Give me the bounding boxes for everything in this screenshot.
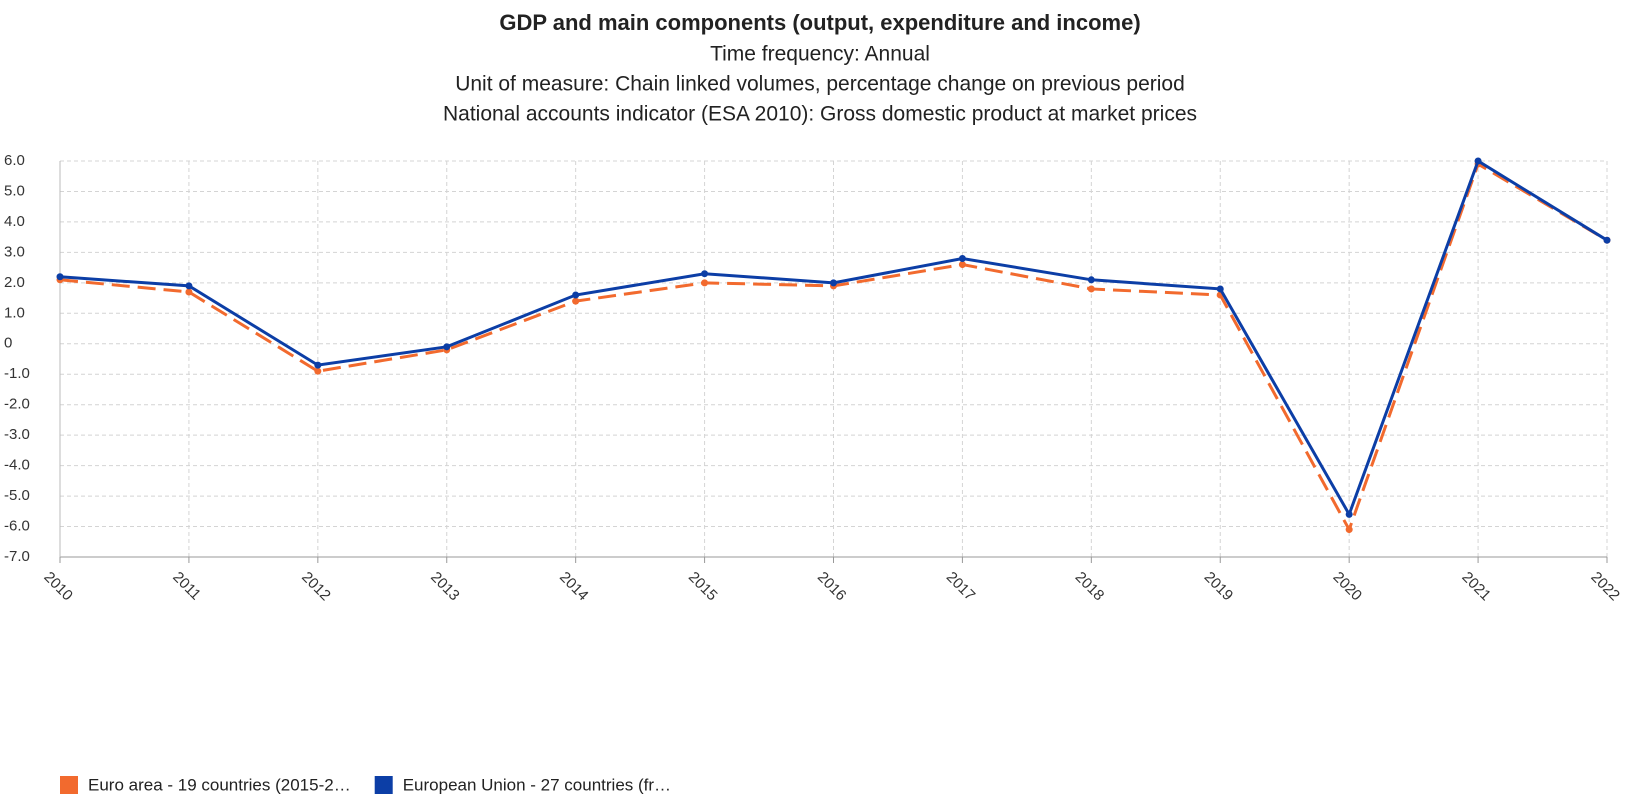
y-tick-label: 0 [4, 335, 12, 352]
y-tick-label: -7.0 [4, 548, 30, 565]
x-tick-label: 2016 [814, 569, 850, 605]
point [572, 291, 580, 299]
x-tick-label: 2010 [40, 569, 76, 605]
y-tick-label: 3.0 [4, 243, 25, 260]
y-tick-label: 4.0 [4, 213, 25, 230]
chart-title: GDP and main components (output, expendi… [499, 10, 1140, 35]
point [1216, 285, 1224, 293]
x-tick-label: 2018 [1072, 569, 1108, 605]
chart-subtitle: National accounts indicator (ESA 2010): … [443, 103, 1197, 126]
y-tick-label: -6.0 [4, 518, 30, 535]
x-tick-label: 2011 [169, 569, 204, 604]
y-tick-label: -5.0 [4, 487, 30, 504]
point [1087, 276, 1095, 284]
point [1603, 236, 1611, 244]
y-tick-label: -3.0 [4, 426, 30, 443]
x-tick-label: 2022 [1587, 569, 1623, 605]
point [185, 282, 193, 290]
x-tick-label: 2017 [943, 569, 979, 605]
y-tick-label: 6.0 [4, 152, 25, 169]
point [830, 279, 837, 287]
legend-swatch [374, 776, 393, 794]
point [1345, 526, 1353, 534]
point [56, 273, 64, 281]
point [572, 297, 580, 305]
y-tick-label: 5.0 [4, 182, 25, 199]
x-tick-label: 2021 [1458, 569, 1494, 605]
point [314, 361, 322, 369]
chart-subtitle: Unit of measure: Chain linked volumes, p… [455, 73, 1185, 96]
legend-label: European Union - 27 countries (fr… [403, 775, 671, 794]
point [185, 288, 193, 296]
chart-subtitle: Time frequency: Annual [710, 43, 930, 66]
point [1474, 157, 1482, 165]
y-tick-label: 2.0 [4, 274, 25, 291]
point [1087, 285, 1095, 293]
x-tick-label: 2019 [1201, 569, 1237, 605]
point [958, 261, 966, 269]
point [958, 254, 966, 262]
x-tick-label: 2012 [298, 569, 334, 605]
x-tick-label: 2020 [1330, 569, 1366, 605]
point [1345, 510, 1353, 518]
point [314, 367, 322, 375]
y-tick-label: 1.0 [4, 304, 25, 321]
y-tick-label: -1.0 [4, 365, 30, 382]
y-tick-label: -2.0 [4, 396, 30, 413]
point [443, 343, 451, 351]
x-tick-label: 2014 [556, 569, 592, 605]
x-tick-label: 2013 [427, 569, 463, 605]
point [701, 279, 709, 287]
y-tick-label: -4.0 [4, 457, 30, 474]
x-tick-label: 2015 [685, 569, 721, 605]
point [701, 270, 709, 278]
legend-label: Euro area - 19 countries (2015-2… [88, 775, 351, 794]
legend-swatch [60, 776, 78, 794]
